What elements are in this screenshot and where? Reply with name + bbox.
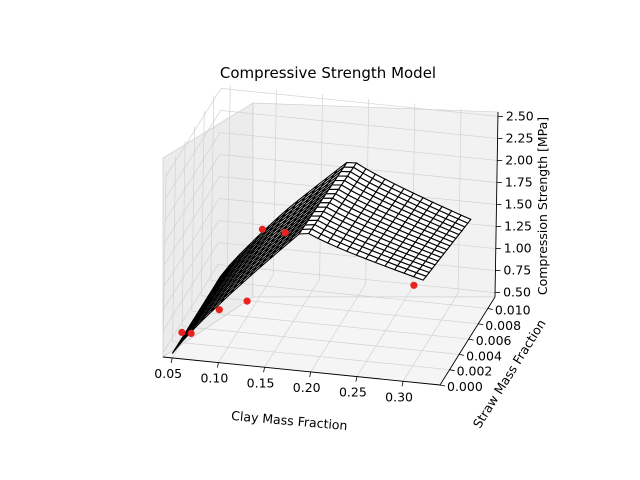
measurement-points — [178, 225, 418, 337]
x-tick-label: 0.10 — [200, 371, 228, 386]
z-tick-label: 1.25 — [504, 219, 532, 234]
surface-cell — [412, 272, 428, 281]
y-gridline-floor — [210, 280, 488, 309]
measurement-point — [187, 329, 195, 337]
z-tick-label: 1.75 — [505, 174, 533, 189]
y-tick-mark — [478, 323, 484, 326]
z-tick-label: 2.25 — [506, 130, 534, 145]
grid-lines — [162, 84, 498, 386]
z-tick-label: 1.50 — [505, 197, 533, 212]
measurement-point — [281, 229, 289, 237]
z-gridline-left — [162, 264, 219, 353]
y-tick-mark — [487, 308, 493, 310]
measurement-point — [215, 306, 223, 314]
y-tick-mark — [449, 369, 455, 372]
x-gridline-floor — [402, 293, 459, 382]
z-gridline-back — [220, 110, 498, 139]
z-gridline-left — [164, 132, 221, 221]
x-tick-label: 0.25 — [339, 385, 367, 400]
z-gridline-left — [164, 154, 221, 243]
z-gridline-left — [165, 88, 222, 177]
z-gridline-back — [218, 264, 496, 293]
y-tick-mark — [468, 338, 474, 341]
x-gridline-floor — [310, 283, 367, 373]
z-tick-label: 1.00 — [504, 241, 532, 256]
y-tick-label: 0.006 — [476, 333, 512, 348]
z-gridline-left — [165, 110, 221, 199]
x-tick-label: 0.20 — [293, 380, 321, 395]
x-gridline-floor — [356, 288, 413, 377]
z-axis-label: Compression Strength [MPa] — [535, 117, 550, 295]
z-tick-label: 2.50 — [506, 108, 534, 123]
y-tick-label: 0.000 — [447, 379, 483, 394]
x-tick-label: 0.30 — [385, 389, 413, 404]
y-gridline-floor — [182, 326, 460, 355]
x-tick-mark — [309, 371, 312, 378]
y-tick-label: 0.004 — [466, 348, 502, 363]
y-tick-mark — [439, 384, 446, 387]
z-gridline-left — [164, 176, 220, 265]
z-gridline-left — [163, 242, 219, 331]
x-tick-mark — [401, 381, 404, 387]
x-tick-label: 0.05 — [154, 366, 182, 381]
y-axis-line — [439, 296, 496, 386]
x-gridline-floor — [218, 274, 274, 363]
x-gridline-floor — [264, 279, 320, 368]
y-tick-label: 0.002 — [457, 364, 493, 379]
x-tick-mark — [355, 376, 358, 382]
measurement-point — [243, 297, 251, 305]
x-axis-line — [162, 356, 441, 386]
x-tick-mark — [263, 367, 265, 373]
z-tick-label: 2.00 — [505, 152, 533, 167]
measurement-point — [258, 225, 266, 233]
measurement-point — [178, 328, 186, 336]
z-tick-label: 0.75 — [503, 263, 531, 278]
x-tick-mark — [217, 362, 219, 368]
y-tick-label: 0.010 — [495, 302, 531, 317]
axis-ticks: 0.05 0.10 0.15 0.20 0.25 0.300.0000.0020.0040… — [154, 108, 533, 404]
y-gridline-floor — [191, 310, 469, 340]
z-tick-label: 0.50 — [503, 285, 531, 300]
chart-title: Compressive Strength Model — [220, 64, 436, 82]
y-tick-mark — [459, 353, 465, 356]
y-tick-label: 0.008 — [485, 318, 521, 333]
x-tick-label: 0.15 — [247, 375, 275, 390]
measurement-point — [410, 281, 418, 289]
z-gridline-left — [163, 198, 220, 287]
x-tick-mark — [170, 357, 173, 364]
z-gridline-back — [220, 88, 498, 117]
z-gridline-back — [220, 132, 498, 161]
surface-mesh — [171, 162, 472, 354]
z-gridline-left — [163, 220, 220, 309]
y-gridline-floor — [172, 341, 450, 371]
